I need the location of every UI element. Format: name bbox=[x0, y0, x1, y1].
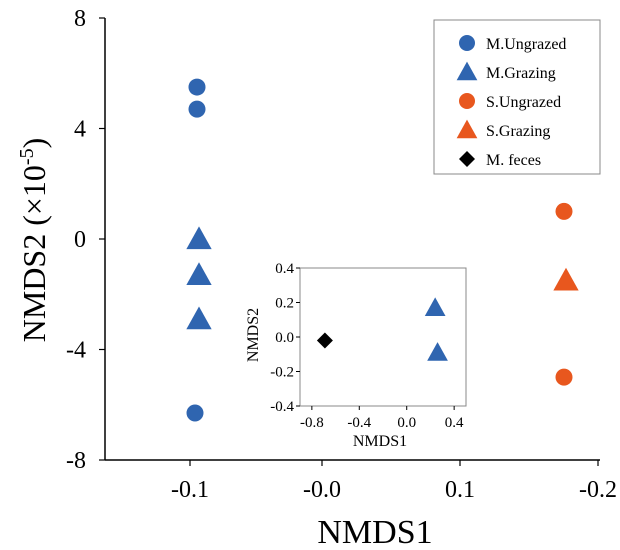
legend-label: M.Grazing bbox=[486, 65, 556, 82]
main-y-tick-label: -4 bbox=[66, 338, 86, 364]
legend-label: M. feces bbox=[486, 152, 541, 169]
legend-label: S.Grazing bbox=[486, 123, 550, 140]
inset-point-m-feces bbox=[316, 332, 333, 349]
legend-marker-s-grazing bbox=[456, 119, 478, 139]
inset-x-tick-label: -0.8 bbox=[300, 415, 324, 431]
inset-plot: -0.4 -0.2 0.0 0.2 0.4 -0.8 -0.4 0.0 0.4 NMDS1 N… bbox=[245, 261, 467, 450]
main-point-m-ungrazed bbox=[188, 100, 206, 118]
main-y-tick-label: 4 bbox=[74, 117, 86, 143]
inset-x-axis-ticks: -0.8 -0.4 0.0 0.4 bbox=[300, 406, 464, 431]
main-point-s-grazing bbox=[553, 267, 579, 291]
main-y-tick-label: 8 bbox=[74, 6, 86, 32]
inset-y-tick-label: -0.4 bbox=[270, 399, 294, 415]
inset-y-tick-label: 0.2 bbox=[275, 296, 294, 312]
main-x-tick-label: -0.0 bbox=[303, 477, 341, 503]
main-x-axis-ticks: -0.1 -0.0 0.1 -0.2 bbox=[171, 460, 617, 503]
main-point-m-grazing bbox=[186, 262, 212, 286]
main-y-tick-label: -8 bbox=[66, 448, 86, 474]
main-x-tick-label: -0.2 bbox=[579, 477, 617, 503]
main-y-axis-label-exponent: -5 bbox=[16, 148, 38, 165]
inset-x-tick-label: -0.4 bbox=[347, 415, 371, 431]
main-point-m-ungrazed bbox=[188, 78, 206, 96]
legend-marker-m-feces bbox=[459, 151, 475, 167]
legend-marker-m-ungrazed bbox=[459, 35, 475, 51]
main-point-m-grazing bbox=[186, 306, 212, 330]
inset-point-m-grazing bbox=[427, 342, 448, 361]
main-y-axis-label-suffix: ) bbox=[16, 138, 52, 149]
legend-marker-s-ungrazed bbox=[459, 93, 475, 109]
main-x-tick-label: 0.1 bbox=[445, 477, 475, 503]
inset-point-m-grazing bbox=[424, 297, 446, 316]
inset-x-axis-label: NMDS1 bbox=[353, 433, 407, 450]
legend-marker-m-grazing bbox=[456, 61, 478, 81]
main-point-s-ungrazed bbox=[555, 368, 573, 386]
inset-x-tick-label: 0.4 bbox=[445, 415, 464, 431]
legend-label: S.Ungrazed bbox=[486, 94, 561, 111]
main-point-m-grazing bbox=[186, 226, 212, 250]
inset-y-axis-label: NMDS2 bbox=[245, 308, 262, 362]
main-x-tick-label: -0.1 bbox=[171, 477, 209, 503]
inset-y-tick-label: -0.2 bbox=[270, 365, 294, 381]
inset-plot-points bbox=[316, 297, 448, 361]
main-y-axis-label: NMDS2 (×10-5) bbox=[16, 138, 52, 343]
legend-label: M.Ungrazed bbox=[486, 36, 566, 53]
main-point-s-ungrazed bbox=[555, 202, 573, 220]
main-plot-points bbox=[186, 78, 579, 422]
main-y-axis-label-main: NMDS2 (×10 bbox=[16, 165, 52, 342]
inset-y-axis-ticks: -0.4 -0.2 0.0 0.2 0.4 bbox=[270, 261, 300, 415]
inset-x-tick-label: 0.0 bbox=[397, 415, 416, 431]
main-y-tick-label: 0 bbox=[74, 227, 86, 253]
main-x-axis-label: NMDS1 bbox=[317, 514, 432, 550]
inset-y-tick-label: 0.4 bbox=[275, 261, 294, 277]
inset-y-tick-label: 0.0 bbox=[275, 330, 294, 346]
legend: M.Ungrazed M.Grazing S.Ungrazed S.Grazing M.… bbox=[433, 19, 601, 175]
main-point-m-ungrazed bbox=[186, 404, 204, 422]
legend-items: M.Ungrazed M.Grazing S.Ungrazed S.Grazing M.… bbox=[456, 35, 566, 169]
main-y-axis-ticks: 8 4 0 -4 -8 bbox=[66, 6, 105, 474]
